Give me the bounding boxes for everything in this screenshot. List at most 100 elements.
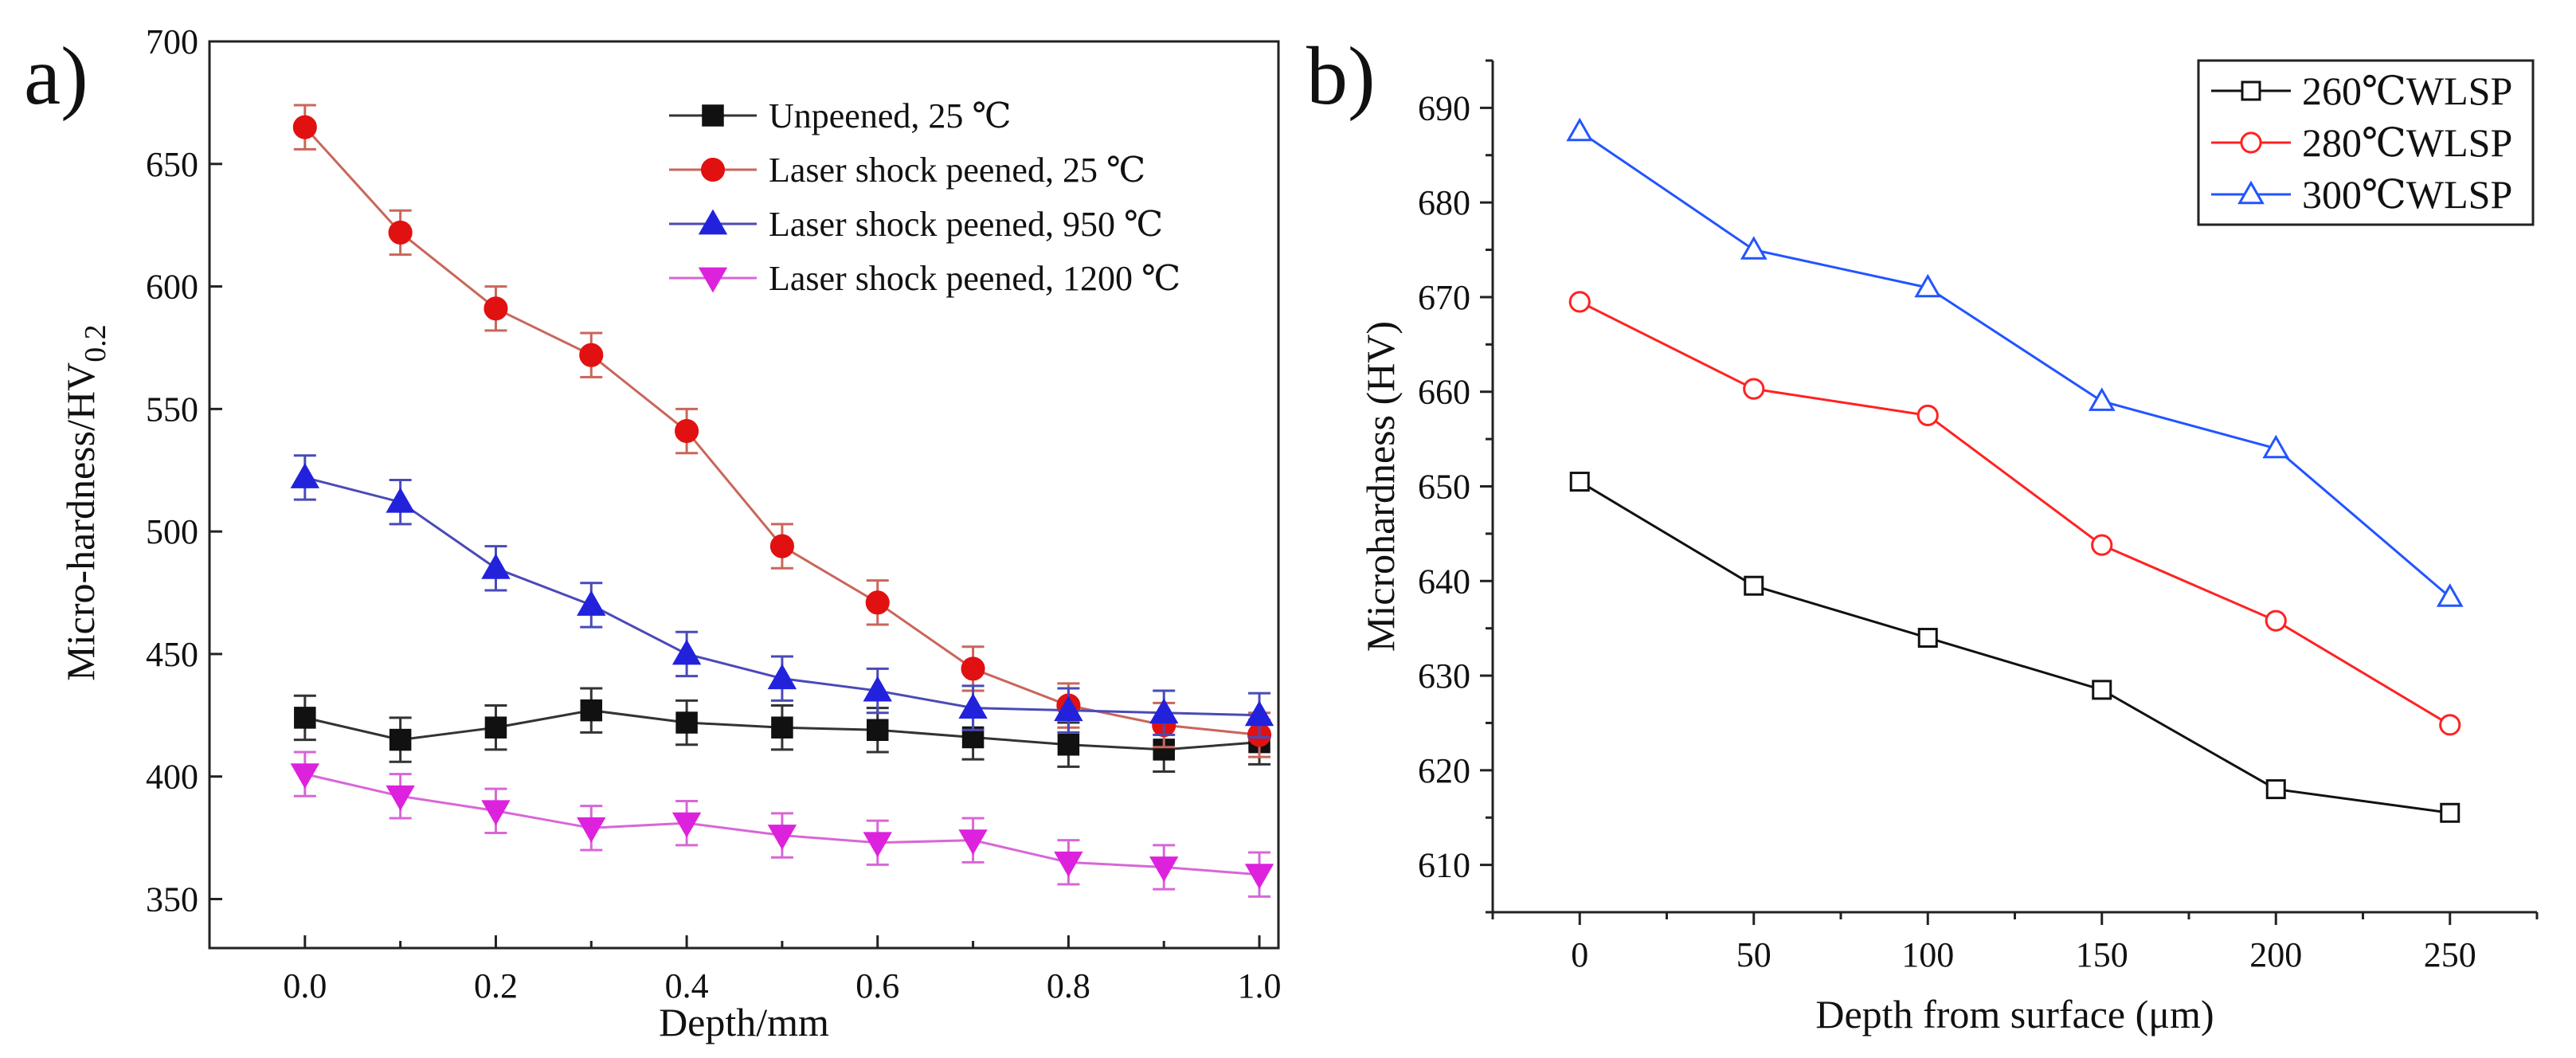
x-tick-label-a: 0.2: [474, 966, 518, 1005]
data-point-a: [961, 656, 985, 681]
y-tick-label-b: 650: [1418, 468, 1470, 507]
data-point-b: [1744, 575, 1764, 596]
data-point-a: [580, 699, 603, 722]
data-point-b: [1916, 404, 1939, 427]
chart-b-plot: 610 620 630 640 650 660 670 680 690 0 50 100 150 200 2…: [1358, 59, 2539, 1036]
y-tick-label-a: 600: [146, 268, 198, 307]
data-point-b: [1566, 117, 1594, 142]
data-point-b: [2092, 680, 2112, 700]
data-point-a: [767, 825, 797, 850]
data-point-b: [2088, 387, 2116, 411]
x-tick-label-b: 250: [2424, 935, 2476, 974]
data-point-a: [577, 817, 606, 843]
y-tick-label-a: 700: [146, 22, 198, 61]
x-tick-label-b: 100: [1901, 935, 1954, 974]
data-point-a: [388, 220, 413, 245]
x-axis-label-b: Depth from surface (μm): [1815, 992, 2214, 1036]
legend-label-b: 300℃WLSP: [2302, 172, 2512, 217]
data-point-b: [2265, 779, 2286, 800]
data-point-a: [1057, 733, 1080, 756]
data-point-b: [1743, 378, 1765, 400]
data-point-b: [2265, 609, 2287, 632]
legend-marker-a: [700, 157, 726, 182]
y-tick-label-a: 550: [146, 390, 198, 429]
data-point-b: [1568, 291, 1591, 313]
y-tick-label-b: 660: [1418, 373, 1470, 412]
y-tick-label-a: 500: [146, 512, 198, 551]
data-point-a: [484, 716, 507, 739]
legend-label-a: Unpeened, 25 ℃: [769, 96, 1012, 135]
legend-label-a: Laser shock peened, 950 ℃: [769, 205, 1163, 244]
legend-label-b: 260℃WLSP: [2302, 69, 2512, 113]
data-point-a: [386, 487, 415, 513]
x-tick-label-a: 0.0: [283, 966, 327, 1005]
legend-label-a: Laser shock peened, 1200 ℃: [769, 259, 1180, 298]
y-tick-label-b: 630: [1418, 656, 1470, 696]
x-tick-label-b: 200: [2249, 935, 2302, 974]
y-tick-label-b: 670: [1418, 278, 1470, 317]
y-tick-label-b: 690: [1418, 88, 1470, 127]
data-point-a: [481, 553, 511, 579]
series-b-0: [1569, 472, 2461, 823]
data-point-a: [1149, 856, 1179, 882]
series-b-1: [1568, 291, 2461, 736]
y-tick-label-a: 650: [146, 145, 198, 184]
legend-marker-a: [698, 209, 728, 235]
y-tick-label-b: 680: [1418, 183, 1470, 222]
data-point-a: [290, 463, 320, 488]
data-point-a: [863, 832, 892, 858]
series-line-b: [1579, 300, 2451, 727]
chart-a-legend: Unpeened, 25 ℃ Laser shock peened, 25 ℃ La…: [669, 96, 1180, 298]
y-tick-label-b: 640: [1418, 562, 1470, 601]
data-point-b: [2091, 534, 2113, 556]
data-point-b: [1917, 628, 1938, 649]
data-point-a: [671, 639, 702, 665]
series-line-b: [1579, 130, 2451, 598]
x-tick-label-a: 1.0: [1238, 966, 1282, 1005]
legend-marker-a: [698, 267, 728, 293]
chart-a: a) 350 400 450 500 550 600 650 700 0.0 0.2 0.4 0.6 0…: [24, 22, 1282, 1044]
x-tick-label-b: 150: [2076, 935, 2128, 974]
data-point-a: [577, 590, 606, 616]
x-tick-label-a: 0.6: [855, 966, 899, 1005]
data-point-a: [386, 785, 415, 811]
y-tick-label-a: 350: [146, 880, 198, 919]
y-axis-label-a: Micro-hardness/HV0.2: [58, 324, 112, 680]
data-point-a: [290, 763, 320, 790]
data-point-a: [579, 343, 604, 367]
data-point-a: [1244, 864, 1274, 890]
y-tick-label-b: 620: [1418, 751, 1470, 790]
x-tick-label-a: 0.4: [665, 966, 709, 1005]
data-point-a: [863, 676, 892, 702]
data-point-a: [958, 829, 988, 856]
x-tick-label-b: 0: [1571, 935, 1588, 974]
legend-marker-b: [2241, 80, 2261, 101]
y-axis-label-b: Microhardness (HV): [1358, 321, 1403, 652]
panel-b-label: b): [1306, 30, 1376, 122]
data-point-a: [769, 534, 794, 558]
data-point-a: [958, 693, 988, 719]
legend-marker-b: [2237, 180, 2265, 205]
data-point-a: [1149, 698, 1179, 724]
data-point-b: [1569, 472, 1590, 492]
legend-marker-b: [2240, 131, 2262, 154]
data-point-b: [1914, 273, 1942, 298]
plot-frame-a: [208, 40, 1280, 950]
data-point-b: [2440, 802, 2461, 823]
y-tick-label-b: 610: [1418, 846, 1470, 885]
data-point-b: [2436, 583, 2464, 607]
chart-b-legend: 260℃WLSP 280℃WLSP 300℃WLSP: [2197, 59, 2535, 226]
series-a-2: [290, 454, 1274, 739]
legend-label-a: Laser shock peened, 25 ℃: [769, 151, 1145, 190]
data-point-a: [771, 716, 793, 739]
chart-b: b) 610 620 630 640 650 660 670 680 690 0 50 100 150 2…: [1306, 30, 2539, 1036]
panel-a-label: a): [24, 30, 88, 122]
series-a-3: [290, 750, 1274, 898]
x-tick-label-b: 50: [1736, 935, 1771, 974]
data-point-a: [389, 728, 412, 751]
y-axis-label-a-sub: 0.2: [79, 324, 112, 362]
series-b-2: [1566, 117, 2464, 607]
y-tick-label-a: 450: [146, 635, 198, 674]
legend-label-b: 280℃WLSP: [2302, 120, 2512, 165]
